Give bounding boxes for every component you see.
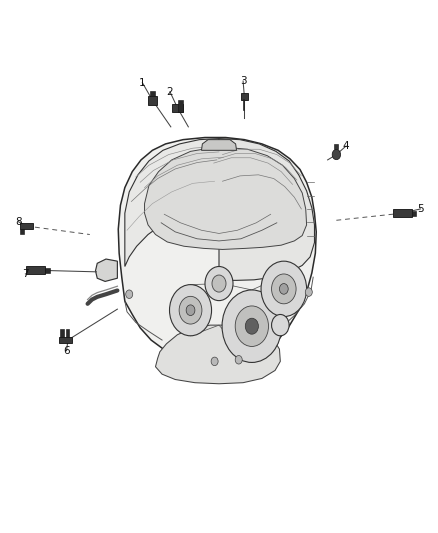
Bar [412, 211, 416, 216]
Text: 7: 7 [22, 269, 29, 279]
Circle shape [126, 290, 133, 298]
Bar [60, 329, 64, 337]
Circle shape [205, 266, 233, 301]
Circle shape [179, 296, 202, 324]
Polygon shape [95, 259, 117, 281]
Bar [150, 91, 155, 96]
Bar [392, 209, 412, 217]
Bar [172, 104, 183, 111]
Polygon shape [155, 325, 280, 384]
Bar [241, 93, 248, 100]
Circle shape [261, 261, 307, 317]
Polygon shape [201, 140, 237, 150]
Bar [26, 266, 46, 274]
Polygon shape [219, 139, 314, 280]
Bar [148, 96, 157, 104]
Circle shape [332, 149, 341, 160]
Circle shape [170, 285, 212, 336]
Text: 8: 8 [15, 217, 22, 227]
Bar [334, 144, 339, 149]
Polygon shape [118, 138, 316, 364]
Text: 4: 4 [343, 141, 350, 151]
Bar [60, 337, 72, 343]
Circle shape [212, 275, 226, 292]
Bar [178, 100, 183, 111]
Circle shape [305, 288, 312, 296]
Text: 6: 6 [63, 346, 70, 356]
Bar [46, 268, 49, 273]
Circle shape [272, 314, 289, 336]
Text: 5: 5 [417, 204, 424, 214]
Circle shape [245, 318, 258, 334]
Circle shape [272, 274, 296, 304]
Circle shape [222, 290, 282, 362]
Text: 3: 3 [240, 76, 247, 86]
Bar [20, 229, 24, 235]
Text: 1: 1 [139, 78, 146, 87]
Circle shape [235, 306, 268, 346]
Bar [20, 223, 32, 229]
Polygon shape [145, 147, 307, 249]
Text: 2: 2 [166, 87, 173, 96]
Bar [66, 329, 70, 337]
Polygon shape [125, 139, 219, 266]
Circle shape [235, 356, 242, 364]
Circle shape [211, 357, 218, 366]
Circle shape [279, 284, 288, 294]
Circle shape [186, 305, 195, 316]
